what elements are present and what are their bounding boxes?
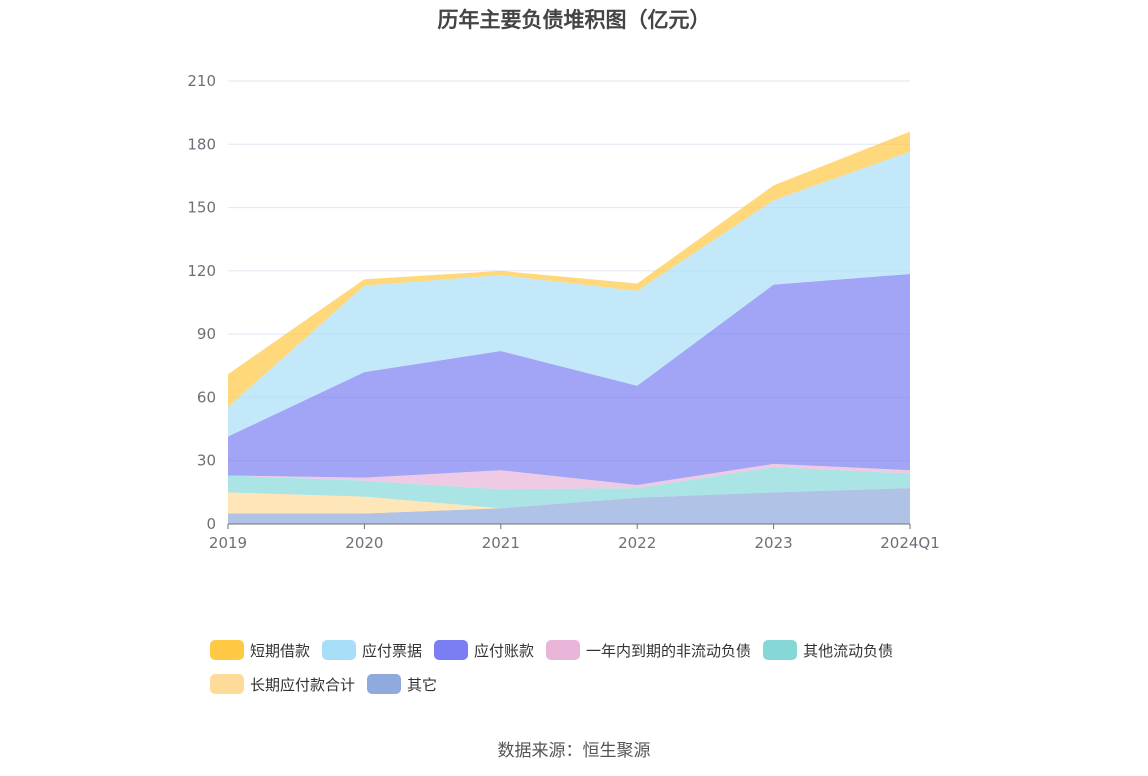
area-其他流动负债 (228, 467, 910, 509)
legend-label: 其他流动负债 (803, 641, 894, 660)
legend-label: 短期借款 (250, 641, 311, 660)
x-tick-label: 2023 (755, 534, 793, 552)
y-tick-label: 150 (187, 199, 216, 217)
legend-item[interactable]: 应付票据 (322, 640, 422, 660)
legend-item[interactable]: 应付账款 (434, 640, 534, 660)
y-tick-label: 90 (197, 325, 216, 343)
legend-swatch (322, 640, 357, 660)
legend-label: 长期应付款合计 (250, 675, 356, 694)
area-应付票据 (228, 151, 910, 437)
legend-item[interactable]: 其它 (367, 674, 437, 694)
area-短期借款 (228, 131, 910, 407)
legend-item[interactable]: 长期应付款合计 (210, 674, 355, 694)
x-tick-label: 2024Q1 (880, 534, 940, 552)
legend-item[interactable]: 其他流动负债 (763, 640, 893, 660)
legend-label: 应付账款 (474, 641, 535, 660)
legend-swatch (763, 640, 798, 660)
y-tick-label: 180 (187, 135, 216, 153)
legend-swatch (210, 674, 244, 694)
legend-label: 应付票据 (362, 641, 423, 660)
stacked-area-chart: 0 30 60 90 120 150 180 210 2019 2020 2021 2022 2023 2… (187, 72, 939, 552)
legend-swatch (367, 674, 402, 694)
legend-label: 一年内到期的非流动负债 (586, 641, 752, 660)
legend: 短期借款 应付票据 应付账款 一年内到期的非流动负债 其他流动负债长期应付款合计 其它 (210, 640, 970, 708)
area-其它 (228, 488, 910, 524)
legend-label: 其它 (407, 675, 438, 694)
y-tick-label: 210 (187, 72, 216, 90)
chart-title: 历年主要负债堆积图（亿元） (437, 8, 711, 32)
legend-swatch (210, 640, 244, 660)
y-tick-label: 120 (187, 262, 216, 280)
x-tick-label: 2019 (209, 534, 247, 552)
y-tick-label: 60 (197, 388, 216, 406)
y-tick-label: 0 (206, 515, 216, 533)
area-应付账款 (228, 274, 910, 485)
area-长期应付款合计 (228, 488, 910, 514)
legend-swatch (434, 640, 469, 660)
area-series (228, 131, 910, 524)
data-source-note: 数据来源：恒生聚源 (497, 741, 651, 761)
y-tick-label: 30 (197, 452, 216, 470)
x-tick-label: 2021 (482, 534, 520, 552)
legend-swatch (546, 640, 581, 660)
legend-item[interactable]: 一年内到期的非流动负债 (546, 640, 751, 660)
x-tick-label: 2022 (618, 534, 656, 552)
axes: 0 30 60 90 120 150 180 210 2019 2020 2021 2022 2023 2… (187, 72, 939, 552)
area-一年内到期的非流动负债 (228, 463, 910, 490)
legend-item[interactable]: 短期借款 (210, 640, 310, 660)
x-tick-label: 2020 (345, 534, 383, 552)
